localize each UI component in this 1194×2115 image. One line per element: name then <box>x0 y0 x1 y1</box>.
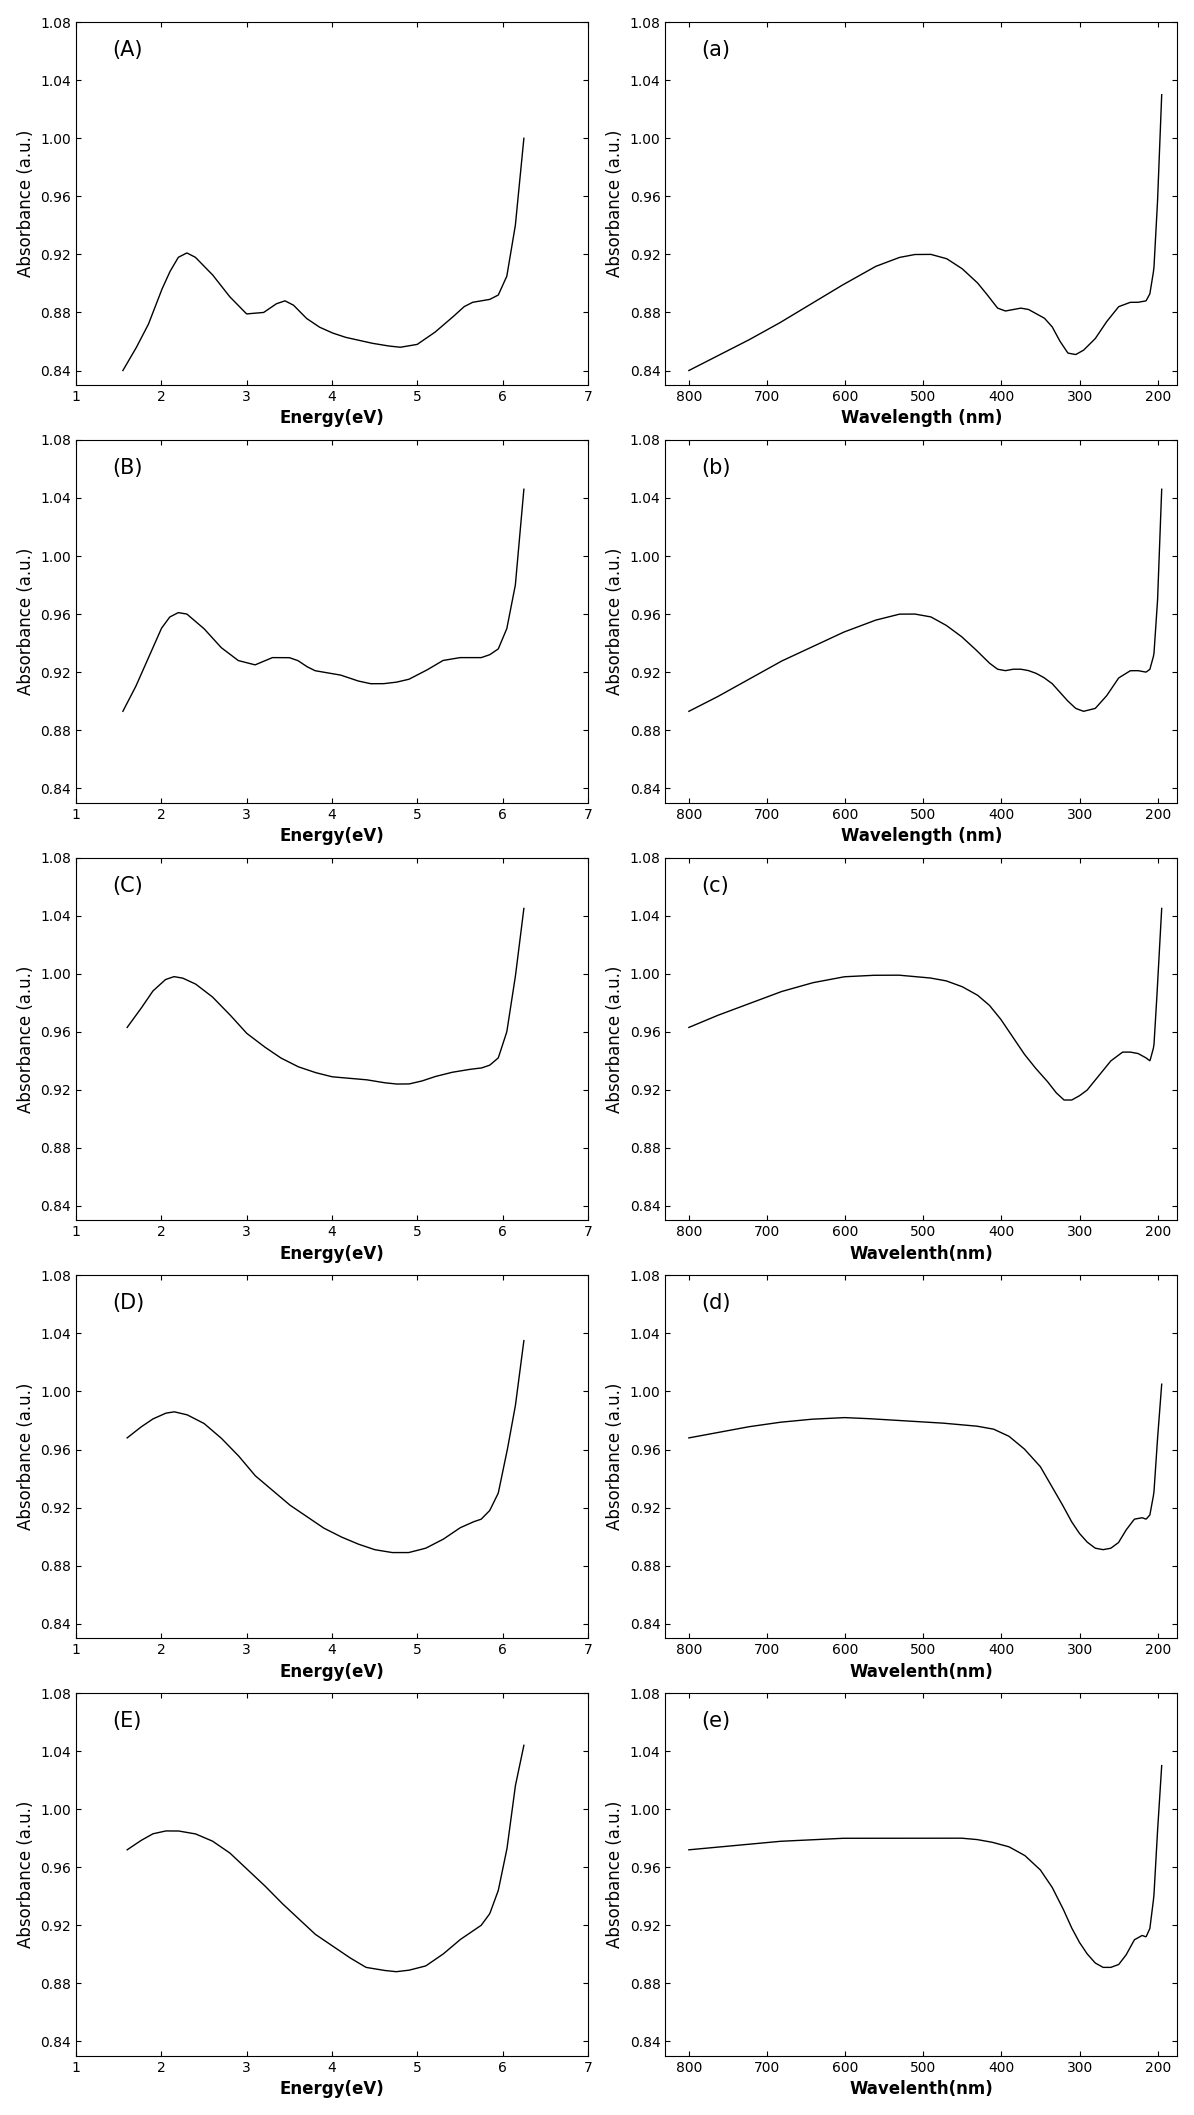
Text: (E): (E) <box>112 1711 141 1732</box>
Text: (A): (A) <box>112 40 142 61</box>
Y-axis label: Absorbance (a.u.): Absorbance (a.u.) <box>607 1800 624 1948</box>
Text: (B): (B) <box>112 459 142 478</box>
Y-axis label: Absorbance (a.u.): Absorbance (a.u.) <box>17 1383 35 1531</box>
X-axis label: Energy(eV): Energy(eV) <box>279 410 384 427</box>
Y-axis label: Absorbance (a.u.): Absorbance (a.u.) <box>17 1800 35 1948</box>
Text: (d): (d) <box>701 1294 731 1313</box>
X-axis label: Wavelength (nm): Wavelength (nm) <box>841 827 1002 846</box>
Y-axis label: Absorbance (a.u.): Absorbance (a.u.) <box>17 964 35 1112</box>
X-axis label: Wavelength (nm): Wavelength (nm) <box>841 410 1002 427</box>
Y-axis label: Absorbance (a.u.): Absorbance (a.u.) <box>607 548 624 696</box>
Y-axis label: Absorbance (a.u.): Absorbance (a.u.) <box>607 964 624 1112</box>
Text: (c): (c) <box>701 876 730 897</box>
Text: (D): (D) <box>112 1294 144 1313</box>
X-axis label: Energy(eV): Energy(eV) <box>279 2081 384 2098</box>
X-axis label: Wavelenth(nm): Wavelenth(nm) <box>849 2081 993 2098</box>
Y-axis label: Absorbance (a.u.): Absorbance (a.u.) <box>17 129 35 277</box>
Y-axis label: Absorbance (a.u.): Absorbance (a.u.) <box>607 129 624 277</box>
Y-axis label: Absorbance (a.u.): Absorbance (a.u.) <box>17 548 35 696</box>
X-axis label: Energy(eV): Energy(eV) <box>279 1246 384 1263</box>
X-axis label: Wavelenth(nm): Wavelenth(nm) <box>849 1662 993 1681</box>
Text: (e): (e) <box>701 1711 731 1732</box>
X-axis label: Energy(eV): Energy(eV) <box>279 1662 384 1681</box>
Text: (b): (b) <box>701 459 731 478</box>
Text: (a): (a) <box>701 40 731 61</box>
X-axis label: Wavelenth(nm): Wavelenth(nm) <box>849 1246 993 1263</box>
Y-axis label: Absorbance (a.u.): Absorbance (a.u.) <box>607 1383 624 1531</box>
Text: (C): (C) <box>112 876 142 897</box>
X-axis label: Energy(eV): Energy(eV) <box>279 827 384 846</box>
